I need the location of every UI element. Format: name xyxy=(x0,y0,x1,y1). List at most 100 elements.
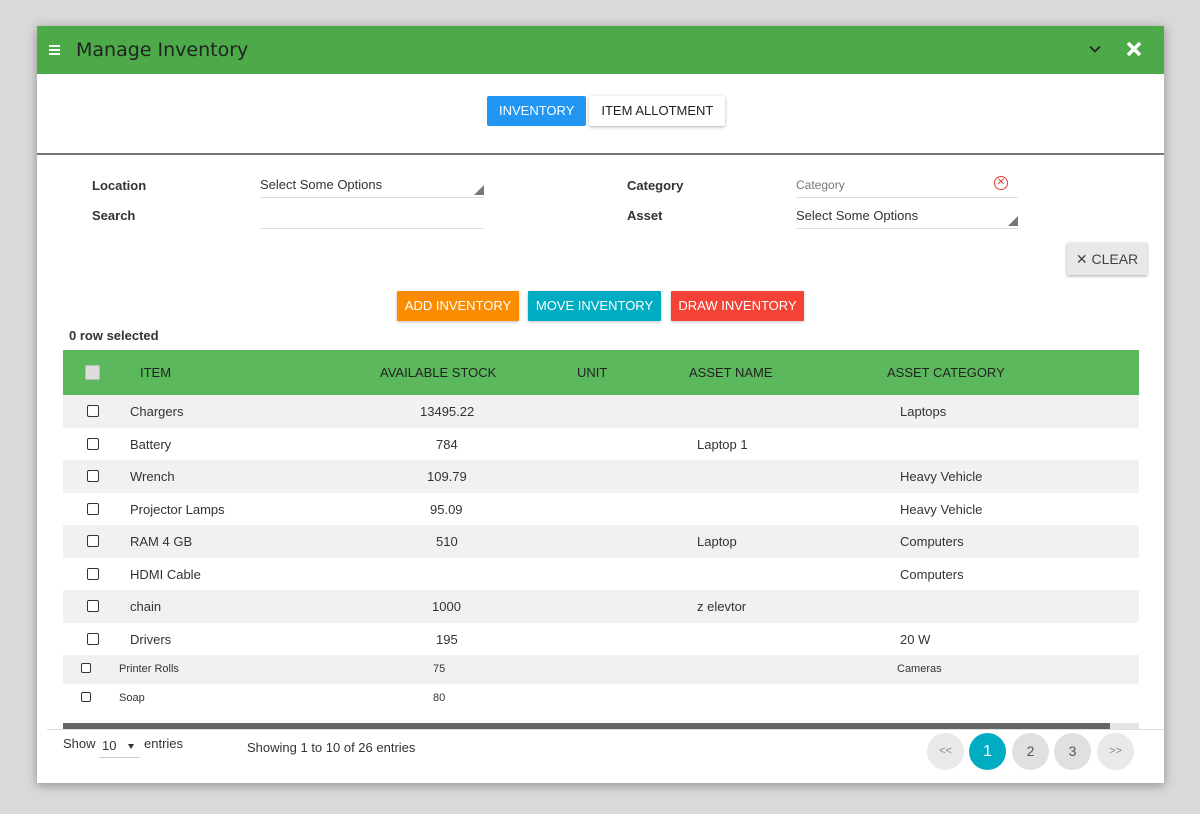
cell-asset-category: Laptops xyxy=(900,404,947,419)
rows-selected-count: 0 row selected xyxy=(69,328,159,343)
show-label: Show xyxy=(63,736,96,751)
cell-asset-name: Laptop xyxy=(697,534,737,549)
row-checkbox[interactable] xyxy=(87,600,99,612)
cell-item: HDMI Cable xyxy=(130,566,201,582)
cell-item: Drivers xyxy=(130,631,172,647)
cell-asset-category: Computers xyxy=(900,534,964,549)
cell-item: RAM 4 GB xyxy=(130,534,193,549)
pagination-next-button[interactable]: >> xyxy=(1097,733,1134,770)
table-body: Chargers 13495.22 Laptops Battery 784 La… xyxy=(63,395,1139,713)
row-checkbox[interactable] xyxy=(81,692,91,702)
cell-stock: 784 xyxy=(436,436,458,452)
row-checkbox[interactable] xyxy=(87,567,99,580)
table-row[interactable]: Chargers 13495.22 Laptops xyxy=(63,395,1139,428)
location-label: Location xyxy=(92,178,147,193)
column-header-available-stock[interactable]: AVAILABLE STOCK xyxy=(380,365,497,380)
table-row[interactable]: HDMI Cable Computers xyxy=(63,558,1139,591)
table-row[interactable]: Drivers 195 20 W xyxy=(63,623,1139,656)
asset-select[interactable]: Select Some Options xyxy=(796,203,1018,229)
clear-button[interactable]: ✕ CLEAR xyxy=(1067,243,1147,275)
cell-item: Battery xyxy=(130,436,172,452)
cell-stock: 75 xyxy=(433,663,446,675)
clear-circle-icon[interactable]: ✕ xyxy=(994,176,1008,190)
row-checkbox[interactable] xyxy=(87,437,99,450)
row-checkbox[interactable] xyxy=(87,632,99,645)
row-checkbox[interactable] xyxy=(87,502,99,515)
cell-item: Projector Lamps xyxy=(130,501,225,517)
move-inventory-button[interactable]: MOVE INVENTORY xyxy=(528,291,661,321)
cell-stock: 195 xyxy=(436,631,458,647)
asset-select-value: Select Some Options xyxy=(796,208,919,223)
manage-inventory-window: Manage Inventory INVENTORY ITEM ALLOTMEN… xyxy=(37,26,1164,783)
add-inventory-button[interactable]: ADD INVENTORY xyxy=(397,291,519,321)
chevron-down-icon[interactable] xyxy=(1089,43,1101,55)
cell-stock: 13495.22 xyxy=(420,404,475,419)
cell-item: Wrench xyxy=(130,469,175,484)
select-arrow-icon xyxy=(474,185,484,195)
window-title: Manage Inventory xyxy=(76,39,249,61)
cell-asset-category: 20 W xyxy=(900,631,931,647)
column-header-unit[interactable]: UNIT xyxy=(577,365,608,380)
title-bar: Manage Inventory xyxy=(37,26,1164,74)
cell-asset-name: z elevtor xyxy=(697,599,747,614)
select-arrow-icon xyxy=(1008,216,1018,226)
dropdown-arrow-icon xyxy=(128,744,134,749)
table-row[interactable]: RAM 4 GB 510 Laptop Computers xyxy=(63,525,1139,558)
column-header-asset-category[interactable]: ASSET CATEGORY xyxy=(887,365,1005,380)
entries-label: entries xyxy=(144,736,184,751)
column-header-asset-name[interactable]: ASSET NAME xyxy=(689,365,773,380)
pagination-page-2[interactable]: 2 xyxy=(1012,733,1049,770)
search-input[interactable] xyxy=(260,203,484,229)
cell-asset-category: Computers xyxy=(900,566,964,582)
table-header: ITEM AVAILABLE STOCK UNIT ASSET NAME ASS… xyxy=(63,350,1139,395)
cell-stock: 80 xyxy=(433,692,446,704)
pagination-page-3[interactable]: 3 xyxy=(1054,733,1091,770)
cell-item: Printer Rolls xyxy=(119,663,179,675)
close-icon[interactable] xyxy=(1126,41,1142,57)
cell-asset-name: Laptop 1 xyxy=(697,436,748,452)
scrollbar-thumb[interactable] xyxy=(63,723,1110,729)
location-select[interactable]: Select Some Options xyxy=(260,172,484,198)
cell-stock: 1000 xyxy=(432,599,461,614)
section-divider xyxy=(37,153,1164,155)
location-select-value: Select Some Options xyxy=(260,177,383,192)
cell-item: chain xyxy=(130,599,162,614)
row-checkbox[interactable] xyxy=(87,535,99,547)
select-all-checkbox[interactable] xyxy=(85,365,100,380)
cell-item: Soap xyxy=(119,692,145,704)
category-placeholder: Category xyxy=(796,178,845,192)
table-row[interactable]: Wrench 109.79 Heavy Vehicle xyxy=(63,460,1139,493)
search-label: Search xyxy=(92,208,136,223)
draw-inventory-button[interactable]: DRAW INVENTORY xyxy=(671,291,804,321)
cell-asset-category: Cameras xyxy=(897,663,942,675)
row-checkbox[interactable] xyxy=(81,663,91,673)
cell-stock: 95.09 xyxy=(430,501,463,517)
row-checkbox[interactable] xyxy=(87,405,99,417)
entries-select-value: 10 xyxy=(102,738,117,753)
table-row[interactable]: Printer Rolls 75 Cameras xyxy=(63,655,1139,684)
entries-per-page-select[interactable]: 10 xyxy=(99,734,140,758)
cell-asset-category: Heavy Vehicle xyxy=(900,469,983,484)
category-input[interactable]: Category ✕ xyxy=(796,172,1018,198)
table-row[interactable]: chain 1000 z elevtor xyxy=(63,590,1139,623)
cell-stock: 510 xyxy=(436,534,458,549)
cell-asset-category: Heavy Vehicle xyxy=(900,501,983,517)
asset-label: Asset xyxy=(627,208,663,223)
hamburger-menu-icon[interactable] xyxy=(49,45,60,55)
tab-inventory[interactable]: INVENTORY xyxy=(487,96,587,126)
row-checkbox[interactable] xyxy=(87,470,99,482)
footer-divider xyxy=(47,729,1164,730)
column-header-item[interactable]: ITEM xyxy=(140,365,172,380)
table-row[interactable]: Battery 784 Laptop 1 xyxy=(63,428,1139,461)
table-row[interactable]: Soap 80 xyxy=(63,684,1139,713)
cell-stock: 109.79 xyxy=(427,469,467,484)
category-label: Category xyxy=(627,178,684,193)
tab-item-allotment[interactable]: ITEM ALLOTMENT xyxy=(589,96,726,126)
cell-item: Chargers xyxy=(130,404,184,419)
showing-entries-info: Showing 1 to 10 of 26 entries xyxy=(247,740,416,755)
table-row[interactable]: Projector Lamps 95.09 Heavy Vehicle xyxy=(63,493,1139,526)
tab-bar: INVENTORY ITEM ALLOTMENT xyxy=(487,96,726,126)
pagination-prev-button[interactable]: << xyxy=(927,733,964,770)
pagination-page-1[interactable]: 1 xyxy=(969,733,1006,770)
horizontal-scrollbar[interactable] xyxy=(63,723,1139,729)
